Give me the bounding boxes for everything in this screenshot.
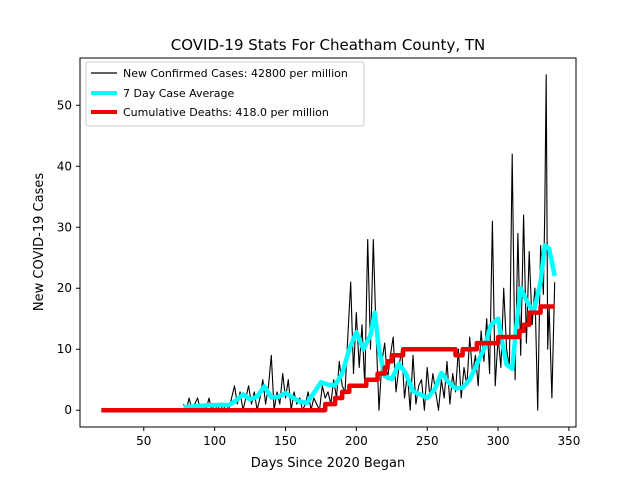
x-tick-label: 200 bbox=[345, 434, 368, 448]
y-axis-label: New COVID-19 Cases bbox=[32, 173, 47, 311]
x-tick-label: 100 bbox=[203, 434, 226, 448]
plot-frame bbox=[79, 57, 577, 428]
x-tick-label: 300 bbox=[487, 434, 510, 448]
y-tick-label: 10 bbox=[57, 342, 72, 356]
x-tick-label: 350 bbox=[557, 434, 580, 448]
y-tick-label: 30 bbox=[57, 220, 72, 234]
legend-label-new-cases: New Confirmed Cases: 42800 per million bbox=[123, 67, 348, 80]
x-axis-label: Days Since 2020 Began bbox=[251, 456, 406, 471]
series-7-day-case-average bbox=[183, 243, 557, 410]
y-tick-label: 50 bbox=[57, 98, 72, 112]
legend-label-7-day-average: 7 Day Case Average bbox=[123, 87, 235, 100]
plot-lines bbox=[101, 74, 557, 413]
x-tick-label: 250 bbox=[416, 434, 439, 448]
y-tick-label: 0 bbox=[64, 403, 72, 417]
legend: New Confirmed Cases: 42800 per million 7… bbox=[85, 61, 365, 127]
x-tick-label: 50 bbox=[136, 434, 151, 448]
y-tick-label: 20 bbox=[57, 281, 72, 295]
legend-box bbox=[85, 61, 365, 127]
legend-label-cumulative-deaths: Cumulative Deaths: 418.0 per million bbox=[123, 106, 329, 119]
series-cumulative-deaths bbox=[101, 304, 555, 413]
y-axis: 0 10 20 30 40 50 bbox=[57, 98, 80, 417]
x-axis: 50 100 150 200 250 300 350 bbox=[136, 427, 580, 448]
chart-title: COVID-19 Stats For Cheatham County, TN bbox=[171, 36, 486, 54]
y-tick-label: 40 bbox=[57, 159, 72, 173]
x-tick-label: 150 bbox=[274, 434, 297, 448]
